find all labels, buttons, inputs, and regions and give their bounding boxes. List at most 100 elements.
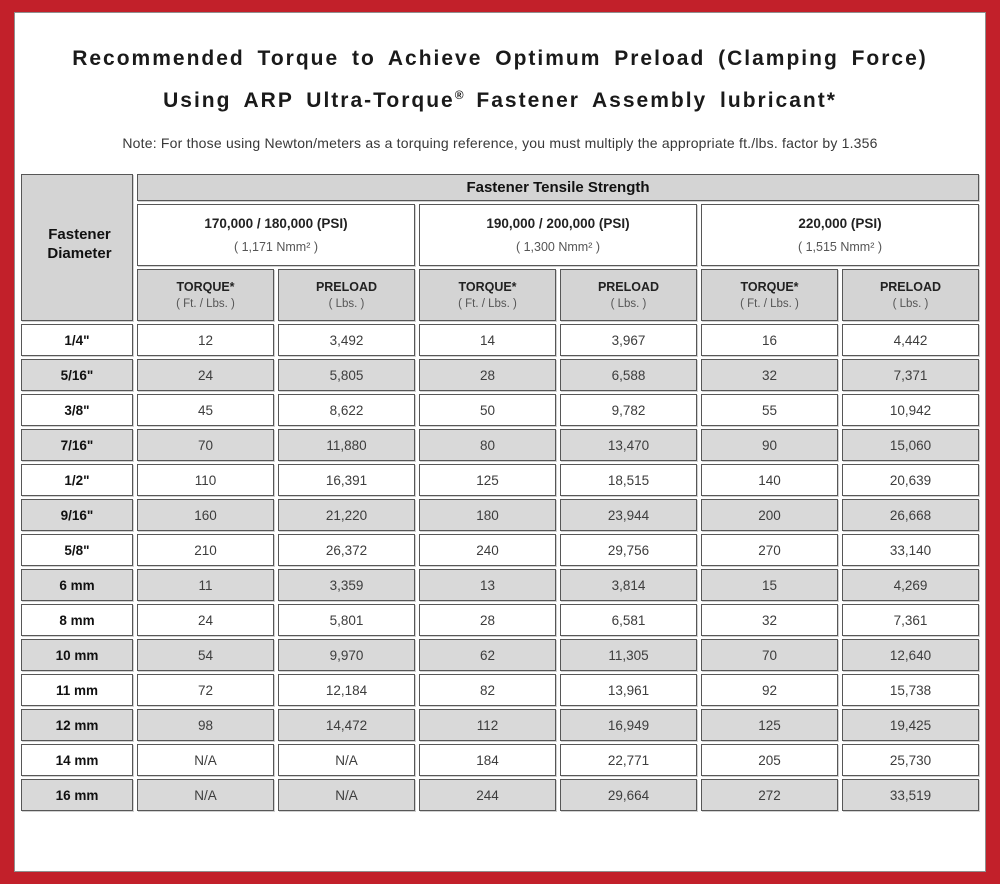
fastener-diameter-cell: 1/2": [21, 464, 133, 496]
preload-value-cell: 33,519: [842, 779, 979, 811]
torque-table-body: 1/4" 12 3,492 14 3,967 16 4,442 5/16" 24 5,805 28 6…: [21, 324, 979, 811]
preload-value-cell: 18,515: [560, 464, 697, 496]
preload-value-cell: 12,184: [278, 674, 415, 706]
preload-value-cell: 20,639: [842, 464, 979, 496]
torque-preload-table: Fastener Diameter Fastener Tensile Stren…: [17, 171, 983, 814]
torque-units: ( Ft. / Lbs. ): [740, 298, 799, 310]
preload-value-cell: 7,361: [842, 604, 979, 636]
psi-group-170-180: 170,000 / 180,000 (PSI) ( 1,171 Nmm² ): [137, 204, 415, 266]
title-line-2: Using ARP Ultra-Torque® Fastener Assembl…: [163, 88, 837, 112]
torque-value-cell: 184: [419, 744, 556, 776]
preload-units: ( Lbs. ): [328, 298, 365, 310]
torque-value-cell: 50: [419, 394, 556, 426]
torque-value-cell: 272: [701, 779, 838, 811]
preload-value-cell: 33,140: [842, 534, 979, 566]
torque-value-cell: 92: [701, 674, 838, 706]
torque-value-cell: 270: [701, 534, 838, 566]
fastener-diameter-cell: 8 mm: [21, 604, 133, 636]
torque-units: ( Ft. / Lbs. ): [458, 298, 517, 310]
preload-value-cell: 14,472: [278, 709, 415, 741]
fastener-diameter-cell: 5/8": [21, 534, 133, 566]
fastener-diameter-cell: 16 mm: [21, 779, 133, 811]
fastener-diameter-cell: 3/8": [21, 394, 133, 426]
table-row: 9/16" 160 21,220 180 23,944 200 26,668: [21, 499, 979, 531]
torque-value-cell: 11: [137, 569, 274, 601]
torque-value-cell: 54: [137, 639, 274, 671]
registered-trademark-symbol: ®: [454, 88, 464, 102]
torque-value-cell: 55: [701, 394, 838, 426]
torque-value-cell: 125: [419, 464, 556, 496]
corner-header-fastener-diameter: Fastener Diameter: [21, 174, 133, 321]
torque-value-cell: 90: [701, 429, 838, 461]
preload-label: PRELOAD: [315, 280, 378, 294]
title-line-1: Recommended Torque to Achieve Optimum Pr…: [72, 47, 928, 70]
torque-value-cell: 140: [701, 464, 838, 496]
torque-value-cell: 62: [419, 639, 556, 671]
torque-value-cell: 98: [137, 709, 274, 741]
fastener-diameter-cell: 5/16": [21, 359, 133, 391]
table-row: 3/8" 45 8,622 50 9,782 55 10,942: [21, 394, 979, 426]
torque-header-cell: TORQUE* ( Ft. / Lbs. ): [419, 269, 556, 321]
table-row: 11 mm 72 12,184 82 13,961 92 15,738: [21, 674, 979, 706]
torque-value-cell: 32: [701, 359, 838, 391]
preload-value-cell: N/A: [278, 779, 415, 811]
preload-value-cell: 9,970: [278, 639, 415, 671]
page-title: Recommended Torque to Achieve Optimum Pr…: [27, 41, 973, 119]
torque-value-cell: 15: [701, 569, 838, 601]
preload-value-cell: 23,944: [560, 499, 697, 531]
preload-value-cell: 16,949: [560, 709, 697, 741]
preload-value-cell: 6,581: [560, 604, 697, 636]
preload-value-cell: 13,470: [560, 429, 697, 461]
torque-value-cell: 200: [701, 499, 838, 531]
torque-value-cell: 14: [419, 324, 556, 356]
torque-value-cell: 45: [137, 394, 274, 426]
preload-value-cell: 11,305: [560, 639, 697, 671]
preload-header-cell: PRELOAD ( Lbs. ): [278, 269, 415, 321]
table-row: 5/8" 210 26,372 240 29,756 270 33,140: [21, 534, 979, 566]
torque-value-cell: 160: [137, 499, 274, 531]
preload-units: ( Lbs. ): [892, 298, 929, 310]
preload-value-cell: 3,492: [278, 324, 415, 356]
psi-label: 170,000 / 180,000 (PSI): [204, 216, 348, 231]
preload-value-cell: 25,730: [842, 744, 979, 776]
preload-value-cell: 3,359: [278, 569, 415, 601]
torque-value-cell: 80: [419, 429, 556, 461]
table-row: 10 mm 54 9,970 62 11,305 70 12,640: [21, 639, 979, 671]
nmm-label: ( 1,300 Nmm² ): [515, 240, 601, 254]
psi-label: 220,000 (PSI): [798, 216, 882, 231]
torque-value-cell: 13: [419, 569, 556, 601]
preload-value-cell: 4,442: [842, 324, 979, 356]
torque-value-cell: 70: [137, 429, 274, 461]
preload-header-cell: PRELOAD ( Lbs. ): [560, 269, 697, 321]
fastener-diameter-cell: 9/16": [21, 499, 133, 531]
psi-group-190-200: 190,000 / 200,000 (PSI) ( 1,300 Nmm² ): [419, 204, 697, 266]
torque-value-cell: 110: [137, 464, 274, 496]
preload-label: PRELOAD: [597, 280, 660, 294]
preload-value-cell: 5,805: [278, 359, 415, 391]
fastener-diameter-cell: 11 mm: [21, 674, 133, 706]
preload-units: ( Lbs. ): [610, 298, 647, 310]
table-row: 1/4" 12 3,492 14 3,967 16 4,442: [21, 324, 979, 356]
preload-value-cell: 4,269: [842, 569, 979, 601]
torque-value-cell: 180: [419, 499, 556, 531]
torque-value-cell: 210: [137, 534, 274, 566]
psi-group-220: 220,000 (PSI) ( 1,515 Nmm² ): [701, 204, 979, 266]
torque-value-cell: 112: [419, 709, 556, 741]
torque-value-cell: 125: [701, 709, 838, 741]
note-text: Note: For those using Newton/meters as a…: [122, 135, 878, 151]
torque-value-cell: 24: [137, 359, 274, 391]
table-row: 16 mm N/A N/A 244 29,664 272 33,519: [21, 779, 979, 811]
preload-value-cell: 3,814: [560, 569, 697, 601]
preload-value-cell: 21,220: [278, 499, 415, 531]
table-row: 5/16" 24 5,805 28 6,588 32 7,371: [21, 359, 979, 391]
preload-value-cell: 26,372: [278, 534, 415, 566]
torque-header-cell: TORQUE* ( Ft. / Lbs. ): [137, 269, 274, 321]
torque-label: TORQUE*: [740, 280, 799, 294]
torque-value-cell: N/A: [137, 744, 274, 776]
preload-value-cell: 29,756: [560, 534, 697, 566]
torque-value-cell: 70: [701, 639, 838, 671]
preload-value-cell: 12,640: [842, 639, 979, 671]
nmm-label: ( 1,171 Nmm² ): [233, 240, 319, 254]
torque-label: TORQUE*: [458, 280, 517, 294]
